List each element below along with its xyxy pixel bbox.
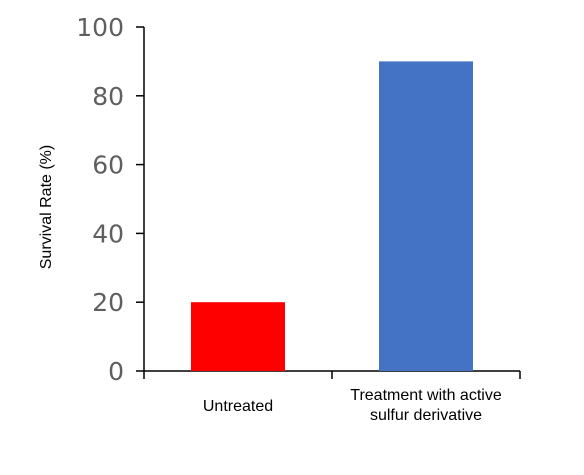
y-tick-label: 100 — [76, 13, 124, 42]
x-category-label: Untreated — [203, 398, 273, 415]
bars-group — [191, 61, 473, 372]
y-tick-label: 80 — [92, 82, 124, 111]
bar — [379, 61, 473, 372]
y-tick-label: 0 — [108, 357, 124, 386]
y-axis: 0 20 40 60 80 100 — [76, 13, 145, 386]
y-axis-title: Survival Rate (%) — [38, 145, 55, 269]
x-axis: Untreated Treatment with active sulfur der… — [143, 370, 521, 424]
bar — [191, 302, 285, 371]
y-tick-label: 60 — [92, 151, 124, 180]
x-category-label: sulfur derivative — [370, 407, 482, 424]
y-tick-label: 20 — [92, 288, 124, 317]
x-category-label: Treatment with active — [350, 387, 502, 404]
y-tick-label: 40 — [92, 219, 124, 248]
